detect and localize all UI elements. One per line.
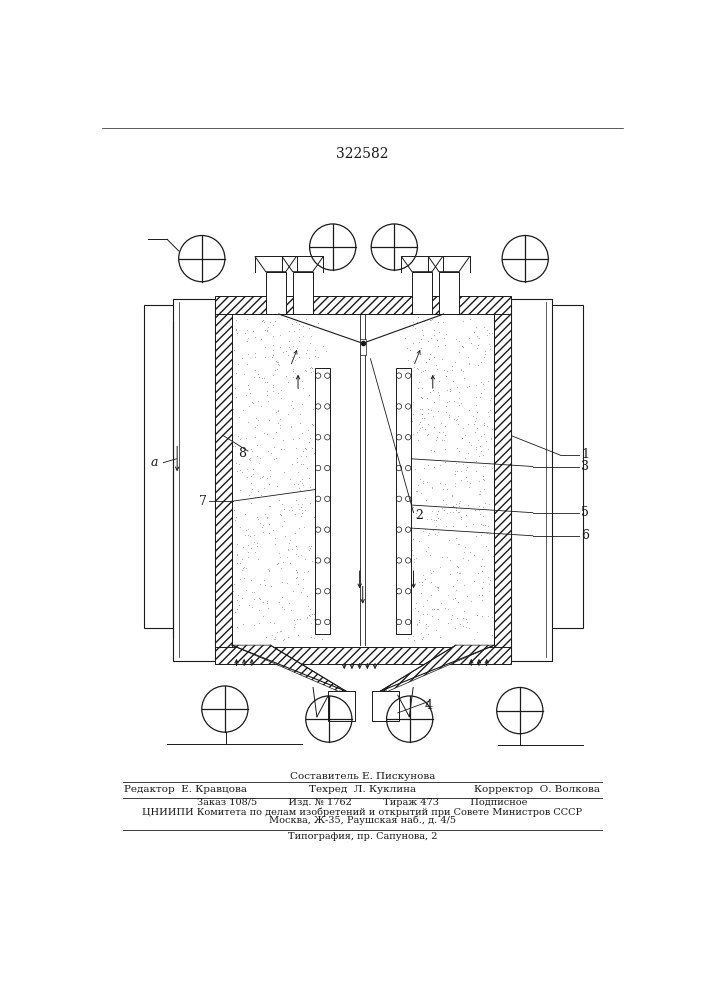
Polygon shape: [380, 645, 494, 691]
Bar: [396, 368, 411, 634]
Text: Техред  Л. Куклина: Техред Л. Куклина: [309, 785, 416, 794]
Bar: [293, 272, 312, 314]
Bar: [360, 339, 366, 355]
Bar: [266, 272, 286, 314]
Bar: [329, 691, 356, 721]
Bar: [215, 297, 232, 662]
Text: 1: 1: [581, 448, 590, 461]
Text: Составитель Е. Пискунова: Составитель Е. Пискунова: [290, 772, 435, 781]
Bar: [315, 368, 330, 634]
Text: Заказ 108/5          Изд. № 1762          Тираж 473          Подписное: Заказ 108/5 Изд. № 1762 Тираж 473 Подпис…: [197, 798, 527, 807]
Text: 7: 7: [199, 495, 207, 508]
Text: 4: 4: [425, 699, 433, 712]
Bar: [412, 272, 432, 314]
Text: 6: 6: [581, 529, 590, 542]
Bar: [372, 691, 399, 721]
Text: 322582: 322582: [337, 147, 389, 161]
Text: Корректор  О. Волкова: Корректор О. Волкова: [474, 785, 600, 794]
Text: 3: 3: [581, 460, 590, 473]
Text: Редактор  Е. Кравцова: Редактор Е. Кравцова: [124, 785, 247, 794]
Polygon shape: [232, 645, 346, 691]
Text: a: a: [151, 456, 158, 469]
Bar: [551, 305, 583, 628]
Text: 5: 5: [581, 506, 589, 519]
Bar: [144, 305, 176, 628]
Bar: [232, 314, 494, 645]
Text: Типография, пр. Сапунова, 2: Типография, пр. Сапунова, 2: [288, 832, 437, 841]
Text: Москва, Ж-35, Раушская наб., д. 4/5: Москва, Ж-35, Раушская наб., д. 4/5: [269, 816, 456, 825]
Bar: [215, 296, 511, 314]
Bar: [439, 272, 459, 314]
Bar: [494, 297, 511, 662]
Text: 2: 2: [415, 509, 423, 522]
Bar: [173, 299, 215, 661]
Bar: [215, 647, 511, 664]
Bar: [511, 299, 552, 661]
Text: 8: 8: [238, 447, 246, 460]
Text: ЦНИИПИ Комитета по делам изобретений и открытий при Совете Министров СССР: ЦНИИПИ Комитета по делам изобретений и о…: [142, 807, 583, 817]
